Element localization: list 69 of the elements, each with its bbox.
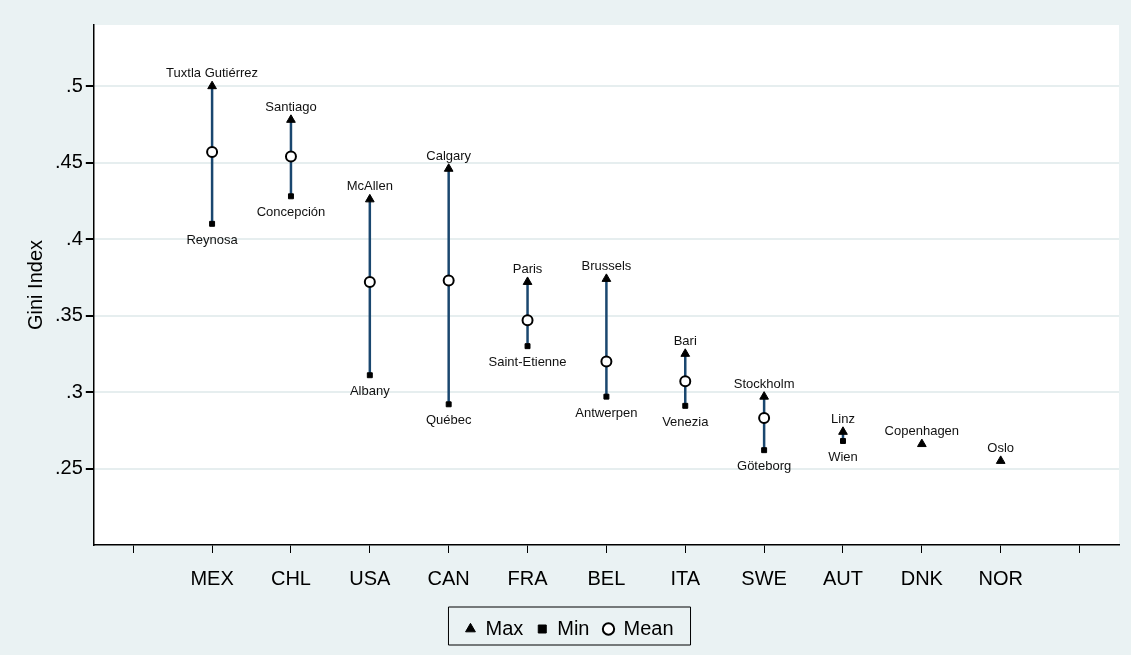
x-tick-label: MEX bbox=[190, 566, 234, 589]
y-tick-label: .25 bbox=[54, 456, 83, 479]
x-tick-label: AUT bbox=[822, 566, 863, 589]
annotation: Reynosa bbox=[186, 231, 239, 247]
point bbox=[363, 275, 376, 288]
x-tick-label: SWE bbox=[741, 566, 787, 589]
annotation: McAllen bbox=[346, 178, 393, 194]
annotation: Saint-Etienne bbox=[488, 354, 567, 370]
point bbox=[601, 273, 612, 282]
point bbox=[521, 314, 534, 327]
point bbox=[364, 193, 375, 203]
y-tick-label: .3 bbox=[66, 379, 83, 402]
point bbox=[522, 276, 533, 285]
point bbox=[838, 426, 848, 435]
point bbox=[840, 438, 846, 444]
x-tick-label: CHL bbox=[270, 566, 311, 589]
annotation: Stockholm bbox=[733, 375, 795, 391]
annotation: Calgary bbox=[426, 147, 472, 163]
point bbox=[680, 348, 691, 357]
annotation: Copenhagen bbox=[884, 423, 960, 439]
annotation: Paris bbox=[512, 261, 543, 277]
annotation: Venezia bbox=[662, 413, 710, 429]
annotation: Québec bbox=[425, 412, 472, 428]
annotation: Concepción bbox=[256, 204, 326, 220]
point bbox=[286, 114, 296, 123]
annotation: Oslo bbox=[987, 439, 1015, 455]
point bbox=[679, 375, 692, 388]
point bbox=[759, 391, 769, 400]
annotation: Antwerpen bbox=[575, 404, 638, 420]
point bbox=[442, 274, 455, 287]
point bbox=[761, 447, 768, 454]
point bbox=[603, 393, 610, 400]
annotation: Brussels bbox=[581, 257, 632, 273]
point bbox=[682, 402, 689, 409]
point bbox=[443, 163, 454, 172]
legend-label: Mean bbox=[623, 616, 674, 639]
point bbox=[206, 145, 219, 158]
annotation: Albany bbox=[349, 383, 391, 399]
point bbox=[207, 80, 217, 90]
point bbox=[995, 455, 1006, 464]
y-tick-label: .35 bbox=[54, 303, 83, 326]
point bbox=[917, 438, 927, 448]
y-axis-title: Gini Index bbox=[23, 239, 46, 331]
annotation: Wien bbox=[828, 449, 858, 465]
x-tick-label: DNK bbox=[900, 566, 944, 589]
x-tick-label: FRA bbox=[507, 566, 549, 589]
point bbox=[366, 372, 373, 379]
point bbox=[284, 150, 297, 163]
y-tick-label: .5 bbox=[66, 73, 83, 96]
y-tick-label: .45 bbox=[54, 150, 83, 173]
legend-label: Min bbox=[557, 616, 590, 639]
point bbox=[209, 220, 216, 227]
annotation: Santiago bbox=[265, 98, 317, 114]
x-tick-label: CAN bbox=[427, 566, 470, 589]
point bbox=[524, 343, 531, 350]
point bbox=[445, 401, 452, 408]
point bbox=[287, 193, 294, 200]
annotation: Tuxtla Gutiérrez bbox=[166, 65, 259, 81]
point bbox=[600, 355, 613, 368]
x-tick-label: USA bbox=[349, 566, 392, 589]
point bbox=[758, 412, 771, 425]
legend-label: Max bbox=[485, 616, 524, 639]
x-tick-label: BEL bbox=[587, 566, 626, 589]
annotation: Bari bbox=[673, 332, 697, 348]
annotation: Linz bbox=[831, 410, 855, 426]
y-tick-label: .4 bbox=[66, 226, 83, 249]
x-tick-label: ITA bbox=[670, 566, 701, 589]
x-tick-label: NOR bbox=[978, 566, 1023, 589]
annotation: Göteborg bbox=[737, 458, 792, 474]
